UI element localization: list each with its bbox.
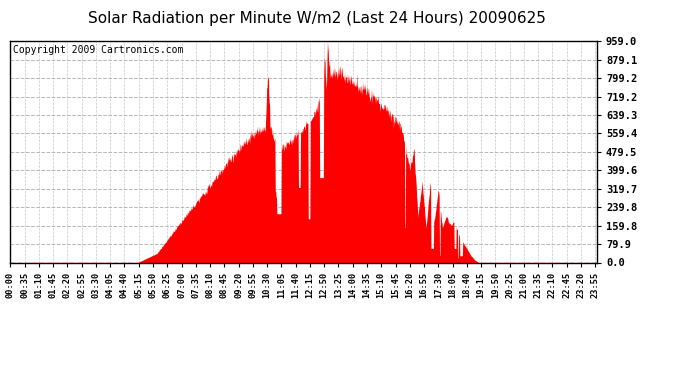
Text: Copyright 2009 Cartronics.com: Copyright 2009 Cartronics.com [13, 45, 184, 55]
Text: Solar Radiation per Minute W/m2 (Last 24 Hours) 20090625: Solar Radiation per Minute W/m2 (Last 24… [88, 11, 546, 26]
